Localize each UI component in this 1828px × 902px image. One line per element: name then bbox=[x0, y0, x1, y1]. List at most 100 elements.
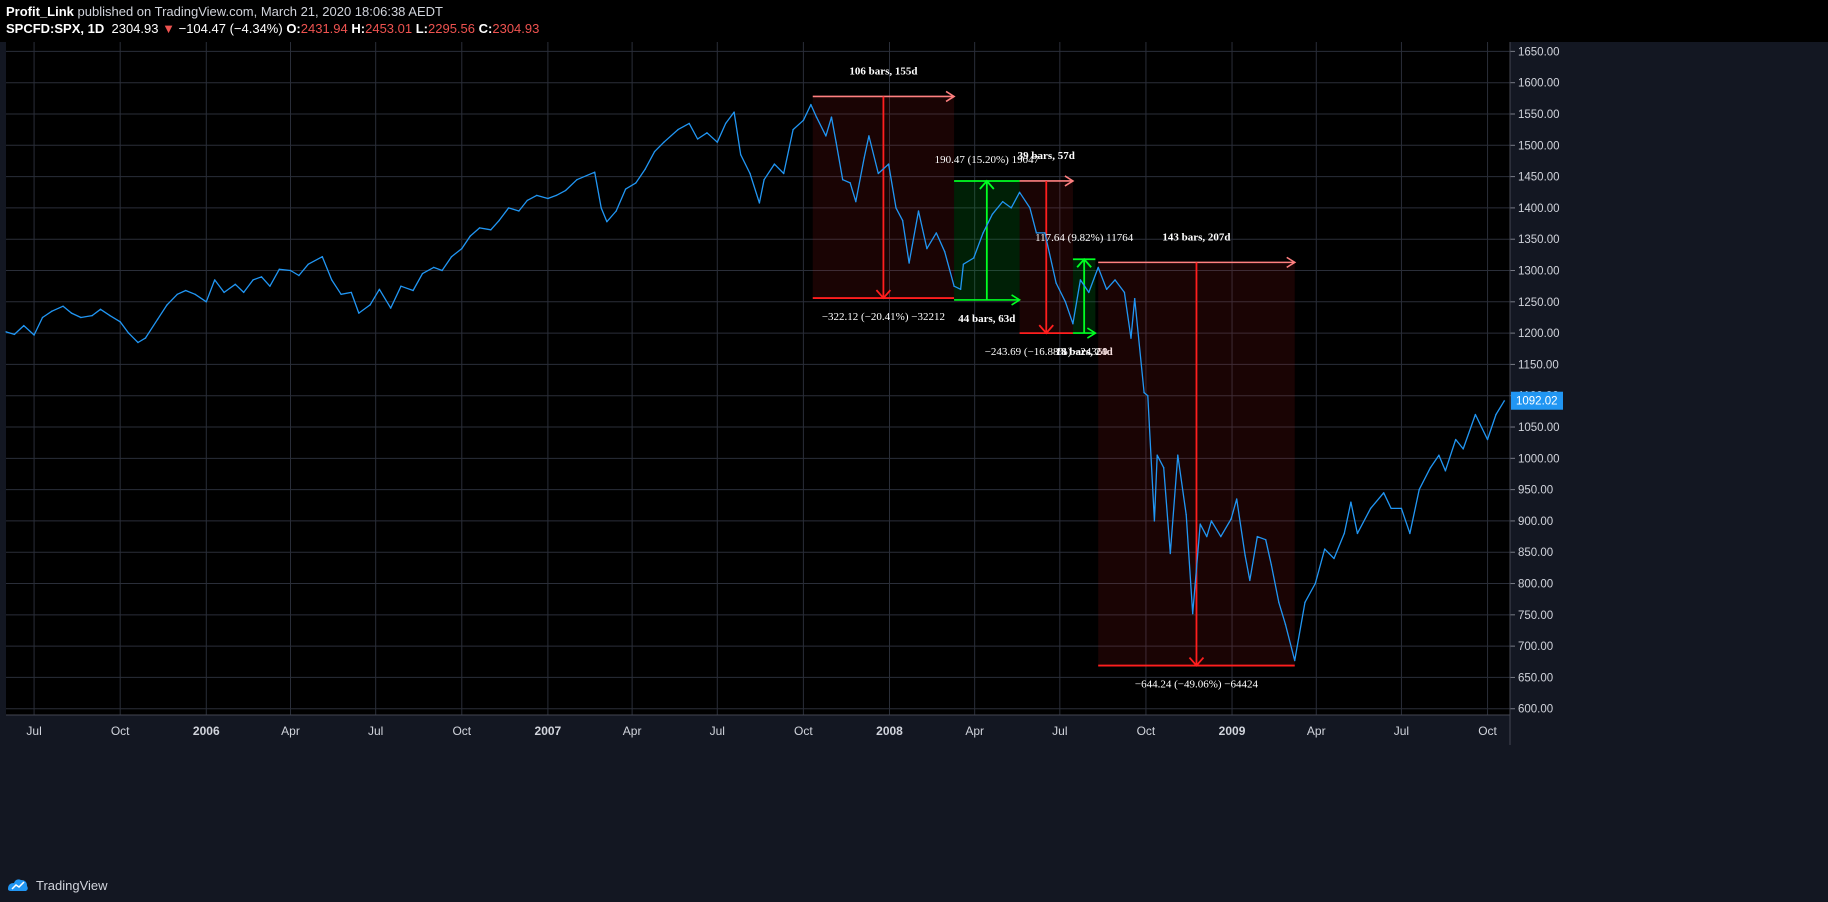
high-value: 2453.01 bbox=[365, 21, 413, 36]
last-price-badge-label: 1092.02 bbox=[1516, 396, 1558, 408]
data-point bbox=[137, 341, 139, 344]
data-point bbox=[1323, 548, 1326, 550]
data-point bbox=[547, 197, 549, 200]
data-point bbox=[478, 227, 481, 229]
data-point bbox=[535, 194, 538, 197]
y-tick-label: 800.00 bbox=[1518, 579, 1553, 591]
data-point bbox=[1018, 191, 1021, 194]
y-tick-label: 1500.00 bbox=[1518, 140, 1560, 152]
data-point bbox=[1409, 532, 1411, 535]
data-point bbox=[1097, 266, 1100, 269]
data-point bbox=[369, 304, 371, 306]
data-point bbox=[489, 229, 492, 231]
data-point bbox=[615, 210, 618, 212]
price-chart[interactable]: 600.00 650.00 700.00 750.00 800.00 850.00 900.… bbox=[0, 42, 1828, 870]
data-point bbox=[507, 207, 510, 209]
data-point bbox=[792, 128, 794, 131]
data-point bbox=[991, 213, 994, 215]
data-point bbox=[1055, 282, 1057, 284]
data-point bbox=[1123, 291, 1126, 294]
data-point bbox=[830, 116, 833, 118]
tradingview-brand[interactable]: TradingView bbox=[6, 877, 108, 893]
data-point bbox=[242, 291, 245, 294]
y-tick-label: 1550.00 bbox=[1518, 109, 1560, 121]
data-point bbox=[269, 285, 271, 287]
data-point bbox=[688, 122, 691, 125]
data-point bbox=[1314, 582, 1317, 585]
y-tick-label: 1050.00 bbox=[1518, 422, 1560, 434]
x-tick-label: Jul bbox=[368, 724, 383, 738]
data-point bbox=[706, 131, 708, 134]
x-tick-label: 2008 bbox=[876, 724, 903, 738]
data-point bbox=[412, 289, 414, 292]
data-point bbox=[234, 283, 237, 286]
data-point bbox=[278, 268, 281, 271]
data-point bbox=[80, 316, 82, 319]
data-point bbox=[1105, 288, 1108, 291]
data-point bbox=[460, 247, 463, 250]
data-point bbox=[802, 119, 805, 122]
last-price-badge bbox=[1511, 391, 1563, 410]
data-point bbox=[653, 150, 656, 153]
data-point bbox=[1278, 601, 1280, 604]
data-point bbox=[13, 333, 16, 336]
x-tick-label: Apr bbox=[623, 724, 642, 738]
footer: TradingView bbox=[0, 870, 1828, 902]
x-tick-label: Jul bbox=[26, 724, 41, 738]
data-point bbox=[1133, 297, 1136, 300]
price-change: −104.47 (−4.34%) bbox=[178, 21, 283, 36]
data-point bbox=[307, 263, 310, 266]
drawdown-label: −644.24 (−49.06%) −64424 bbox=[1135, 679, 1259, 691]
low-value: 2295.56 bbox=[428, 21, 476, 36]
data-point bbox=[606, 220, 608, 223]
y-tick-label: 1600.00 bbox=[1518, 78, 1560, 90]
drawdown-label: −322.12 (−20.41%) −32212 bbox=[822, 311, 945, 323]
x-tick-label: 2007 bbox=[535, 724, 562, 738]
y-tick-label: 1000.00 bbox=[1518, 453, 1560, 465]
data-point bbox=[1143, 391, 1145, 394]
data-point bbox=[518, 210, 520, 212]
y-tick-label: 1650.00 bbox=[1518, 46, 1560, 58]
symbol-info: SPCFD:SPX, 1D 2304.93 ▼ −104.47 (−4.34%)… bbox=[6, 21, 539, 36]
data-point bbox=[33, 334, 35, 336]
data-point bbox=[1235, 498, 1238, 500]
data-point bbox=[1205, 535, 1208, 538]
x-tick-label: Oct bbox=[1137, 724, 1156, 738]
data-point bbox=[782, 172, 785, 175]
arrow-down-icon bbox=[875, 289, 892, 300]
data-point bbox=[733, 111, 735, 113]
data-point bbox=[972, 257, 975, 259]
data-point bbox=[1244, 554, 1246, 557]
data-point bbox=[555, 194, 558, 197]
data-point bbox=[450, 255, 453, 258]
chart-header: Profit_Link published on TradingView.com… bbox=[0, 0, 1828, 42]
data-point bbox=[815, 116, 818, 118]
data-point bbox=[252, 279, 254, 281]
data-point bbox=[895, 207, 897, 209]
data-point bbox=[724, 122, 727, 125]
data-point bbox=[763, 178, 765, 181]
x-tick-label: 2009 bbox=[1219, 724, 1246, 738]
data-point bbox=[1029, 207, 1031, 209]
data-point bbox=[1264, 538, 1267, 541]
symbol-name[interactable]: SPCFD:SPX, 1D bbox=[6, 21, 105, 36]
y-tick-label: 600.00 bbox=[1518, 704, 1553, 716]
data-point bbox=[350, 291, 353, 294]
data-point bbox=[1418, 488, 1421, 491]
y-tick-label: 1400.00 bbox=[1518, 203, 1560, 215]
data-point bbox=[1462, 448, 1465, 450]
author-name[interactable]: Profit_Link bbox=[6, 4, 74, 19]
data-point bbox=[127, 332, 130, 334]
x-tick-label: Oct bbox=[452, 724, 471, 738]
data-point bbox=[213, 279, 216, 281]
data-point bbox=[223, 291, 225, 294]
arrow-right-icon bbox=[1286, 256, 1297, 269]
data-point bbox=[358, 312, 360, 314]
data-point bbox=[1162, 466, 1165, 469]
data-point bbox=[901, 219, 904, 222]
data-point bbox=[1438, 454, 1440, 456]
x-tick-label: 2006 bbox=[193, 724, 220, 738]
down-arrow-icon: ▼ bbox=[162, 21, 175, 36]
data-point bbox=[1220, 535, 1222, 538]
data-point bbox=[564, 189, 567, 192]
